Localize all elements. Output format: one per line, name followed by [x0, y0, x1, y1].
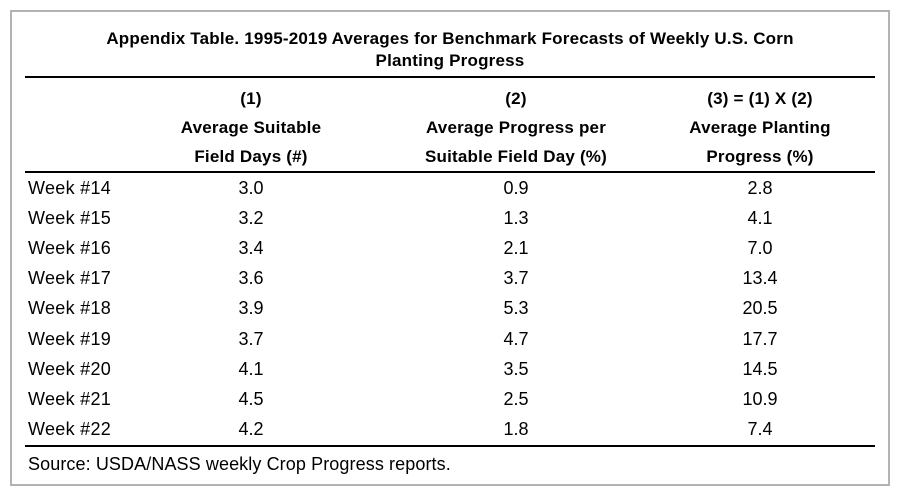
suitable-field-days-value: 3.2 — [238, 207, 264, 228]
header-col1-name-line1: Average Suitable — [180, 118, 322, 137]
progress-per-day-value: 2.5 — [503, 388, 529, 409]
week-label: Week #15 — [28, 207, 112, 228]
rule-under-body — [25, 444, 875, 447]
rule-under-header — [25, 171, 875, 173]
progress-per-day-value: 3.7 — [503, 268, 529, 289]
header-spacer — [25, 142, 140, 171]
planting-progress-value: 14.5 — [742, 358, 778, 379]
header-col2-name-line2: Suitable Field Day (%) — [425, 147, 607, 166]
progress-per-day-value: 3.5 — [503, 358, 529, 379]
header-col2-name-line1: Average Progress per — [425, 118, 607, 137]
progress-per-day-value: 2.1 — [503, 237, 529, 258]
header-col1-name-line2: Field Days (#) — [194, 147, 308, 166]
header-col1-id: (1) — [240, 89, 262, 108]
suitable-field-days-value: 3.0 — [238, 177, 264, 198]
planting-progress-value: 4.1 — [747, 207, 773, 228]
table-title: Appendix Table. 1995-2019 Averages for B… — [25, 28, 875, 72]
planting-progress-value: 7.0 — [747, 237, 773, 258]
table-header: (1) (2) (3) = (1) X (2) Average Suitable… — [25, 78, 875, 171]
table-body: Week #14 3.0 0.9 2.8 Week #15 3.2 1.3 4.1 Week #… — [25, 173, 875, 445]
planting-progress-value: 2.8 — [747, 177, 773, 198]
planting-progress-value: 13.4 — [742, 268, 778, 289]
suitable-field-days-value: 3.7 — [238, 328, 264, 349]
week-label: Week #22 — [28, 419, 112, 440]
progress-per-day-value: 4.7 — [503, 328, 529, 349]
week-label: Week #18 — [28, 298, 112, 319]
suitable-field-days-value: 4.1 — [238, 358, 264, 379]
suitable-field-days-value: 3.4 — [238, 237, 264, 258]
planting-progress-value: 7.4 — [747, 419, 773, 440]
suitable-field-days-value: 3.6 — [238, 268, 264, 289]
header-col3-name-line2: Progress (%) — [706, 147, 814, 166]
source-note: Source: USDA/NASS weekly Crop Progress r… — [28, 453, 451, 474]
week-label: Week #16 — [28, 237, 112, 258]
progress-per-day-value: 0.9 — [503, 177, 529, 198]
week-label: Week #21 — [28, 388, 112, 409]
suitable-field-days-value: 4.5 — [238, 388, 264, 409]
header-spacer — [25, 84, 140, 113]
planting-progress-value: 10.9 — [742, 388, 778, 409]
progress-per-day-value: 1.3 — [503, 207, 529, 228]
table-frame: Appendix Table. 1995-2019 Averages for B… — [10, 10, 890, 486]
header-spacer — [25, 113, 140, 142]
progress-per-day-value: 1.8 — [503, 419, 529, 440]
progress-per-day-value: 5.3 — [503, 298, 529, 319]
week-label: Week #17 — [28, 268, 112, 289]
header-col3-name-line1: Average Planting — [689, 118, 831, 137]
header-col3-id: (3) = (1) X (2) — [707, 89, 813, 108]
header-col2-id: (2) — [505, 89, 527, 108]
planting-progress-value: 17.7 — [742, 328, 778, 349]
week-label: Week #20 — [28, 358, 112, 379]
week-label: Week #14 — [28, 177, 112, 198]
table-title-line-1: Appendix Table. 1995-2019 Averages for B… — [106, 29, 794, 48]
planting-progress-value: 20.5 — [742, 298, 778, 319]
suitable-field-days-value: 3.9 — [238, 298, 264, 319]
week-label: Week #19 — [28, 328, 112, 349]
table-title-line-2: Planting Progress — [375, 51, 525, 70]
suitable-field-days-value: 4.2 — [238, 419, 264, 440]
rule-under-title — [25, 76, 875, 78]
